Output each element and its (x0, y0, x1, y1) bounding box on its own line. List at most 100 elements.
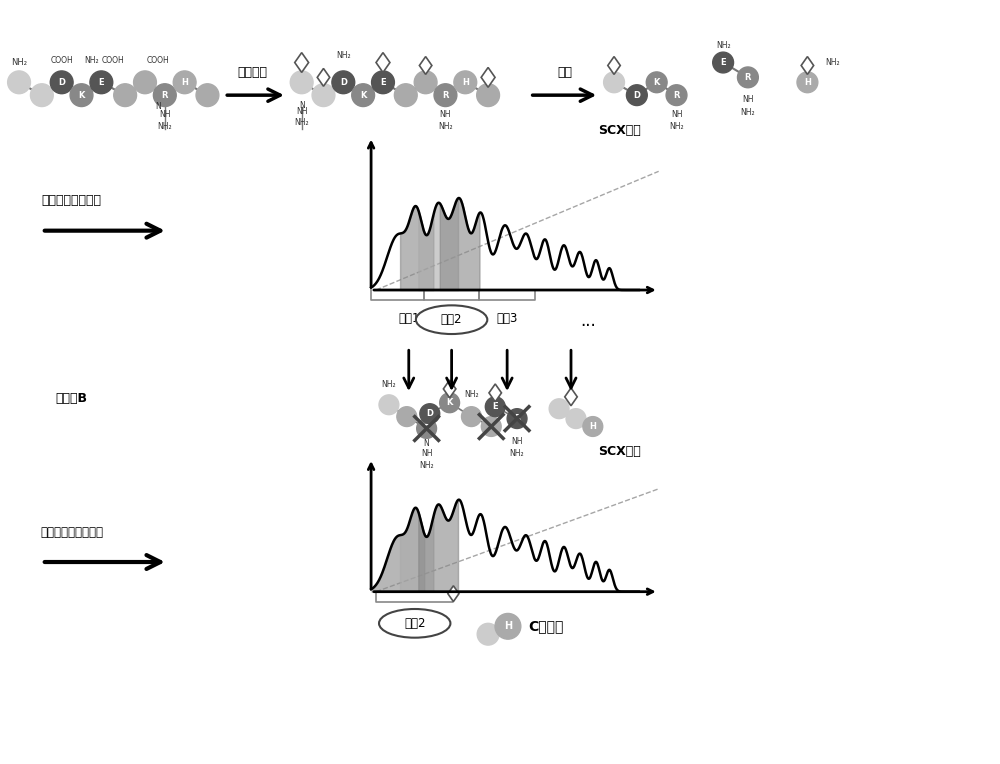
Text: 罧肽酶B: 罧肽酶B (56, 393, 88, 406)
Polygon shape (295, 53, 309, 73)
Text: NH: NH (440, 110, 451, 119)
Text: NH₂: NH₂ (158, 121, 172, 131)
Text: NH₂: NH₂ (336, 50, 351, 60)
Circle shape (379, 395, 399, 415)
Text: R: R (514, 414, 520, 423)
Circle shape (70, 84, 93, 106)
Text: COOH: COOH (147, 56, 169, 64)
Circle shape (173, 71, 196, 94)
Circle shape (417, 419, 437, 439)
Text: H: H (462, 78, 469, 87)
Text: NH: NH (296, 107, 307, 116)
Text: N: N (155, 102, 161, 111)
Text: N: N (299, 101, 305, 110)
Text: COOH: COOH (50, 56, 73, 64)
Text: R: R (162, 91, 168, 99)
Text: E: E (720, 58, 726, 67)
Circle shape (332, 71, 355, 94)
Circle shape (196, 84, 219, 106)
Text: 级分2: 级分2 (441, 313, 462, 326)
Circle shape (549, 399, 569, 419)
Text: R: R (673, 91, 680, 99)
Text: NH₂: NH₂ (716, 40, 730, 50)
Text: C末端肽: C末端肽 (528, 620, 563, 633)
Circle shape (134, 71, 156, 94)
Circle shape (626, 85, 647, 105)
Polygon shape (565, 388, 577, 406)
Circle shape (372, 71, 394, 94)
Text: 强阳离子交换分离: 强阳离子交换分离 (42, 195, 102, 208)
Circle shape (394, 84, 417, 106)
Text: K: K (653, 78, 660, 87)
Circle shape (481, 416, 501, 436)
Ellipse shape (416, 306, 487, 334)
Polygon shape (481, 67, 495, 87)
Text: NH₂: NH₂ (438, 121, 453, 131)
Text: NH: NH (742, 95, 754, 104)
Circle shape (477, 623, 499, 645)
Circle shape (495, 613, 521, 639)
Circle shape (566, 409, 586, 429)
Text: D: D (633, 91, 640, 99)
Text: NH: NH (671, 110, 682, 119)
Circle shape (312, 84, 335, 106)
Polygon shape (489, 384, 501, 402)
Circle shape (583, 416, 603, 436)
Circle shape (440, 393, 460, 413)
Text: NH₂: NH₂ (419, 461, 434, 470)
Circle shape (114, 84, 137, 106)
Text: 酶解: 酶解 (557, 66, 572, 79)
Circle shape (507, 409, 527, 429)
Circle shape (90, 71, 113, 94)
Text: R: R (423, 424, 430, 433)
Circle shape (420, 403, 440, 423)
Text: E: E (380, 78, 386, 87)
Circle shape (485, 397, 505, 416)
Text: H: H (589, 422, 596, 431)
Text: 级分1: 级分1 (398, 312, 420, 325)
Text: K: K (78, 91, 85, 99)
Text: 级分3: 级分3 (496, 312, 518, 325)
Text: NH₂: NH₂ (294, 118, 309, 127)
Text: H: H (504, 621, 512, 631)
Polygon shape (448, 586, 459, 601)
Text: H: H (181, 78, 188, 87)
Polygon shape (608, 57, 620, 74)
Text: D: D (58, 78, 65, 87)
Circle shape (454, 71, 477, 94)
Text: R: R (442, 91, 449, 99)
Polygon shape (376, 53, 390, 73)
Text: ...: ... (580, 312, 596, 330)
Text: NH₂: NH₂ (84, 56, 99, 64)
Circle shape (153, 84, 176, 106)
Text: NH₂: NH₂ (741, 108, 755, 117)
Text: E: E (492, 402, 498, 411)
Circle shape (414, 71, 437, 94)
Text: N: N (424, 439, 429, 448)
Circle shape (50, 71, 73, 94)
Polygon shape (801, 57, 814, 74)
Polygon shape (317, 69, 330, 86)
Text: 二次强离子交换分离: 二次强离子交换分离 (40, 526, 103, 539)
Circle shape (646, 72, 667, 92)
Circle shape (797, 72, 818, 92)
Circle shape (462, 406, 481, 426)
Text: NH₂: NH₂ (669, 121, 684, 131)
Text: SCX分离: SCX分离 (598, 124, 640, 137)
Text: R: R (745, 73, 751, 82)
Text: K: K (446, 398, 453, 407)
Ellipse shape (379, 609, 450, 638)
Text: COOH: COOH (102, 56, 125, 64)
Text: E: E (99, 78, 104, 87)
Circle shape (290, 71, 313, 94)
Circle shape (604, 72, 624, 92)
Polygon shape (419, 57, 432, 74)
Text: NH: NH (511, 437, 523, 446)
Text: NH₂: NH₂ (382, 380, 396, 389)
Circle shape (30, 84, 53, 106)
Text: NH₂: NH₂ (464, 390, 479, 399)
Text: NH: NH (421, 449, 432, 458)
Text: NH₂: NH₂ (11, 59, 27, 67)
Circle shape (434, 84, 457, 106)
Text: D: D (340, 78, 347, 87)
